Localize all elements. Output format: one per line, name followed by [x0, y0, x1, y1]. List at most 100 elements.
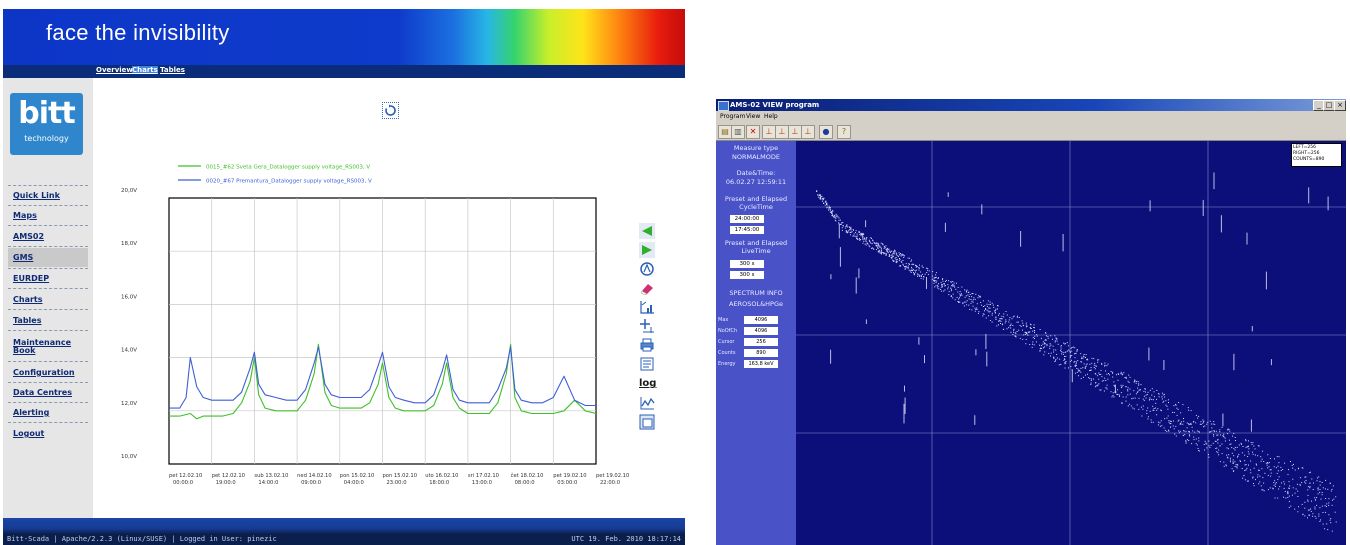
spectrum-point — [1178, 402, 1180, 403]
spectrum-point — [1200, 421, 1202, 423]
spectrum-point — [1272, 488, 1274, 490]
spectrum-point — [1075, 352, 1077, 354]
noofch-field[interactable]: 4096 — [744, 327, 778, 335]
spectrum-point — [1089, 370, 1091, 371]
spectrum-point — [943, 290, 945, 292]
spectrum-point — [962, 302, 964, 304]
spectrum-point — [823, 203, 824, 204]
spectrum-point — [1259, 475, 1261, 477]
log-scale-button[interactable]: log — [639, 378, 657, 389]
zoom-y-button[interactable] — [639, 299, 655, 315]
spectrum-peak — [1213, 172, 1215, 190]
menu-configuration[interactable]: Configuration — [13, 368, 75, 377]
crosshair-button[interactable] — [639, 318, 655, 334]
spectrum-point — [909, 270, 911, 272]
menu-gms[interactable]: GMS — [13, 253, 34, 262]
counts-field[interactable]: 890 — [744, 349, 778, 357]
print-button[interactable] — [639, 337, 655, 353]
scroll-right-button[interactable] — [639, 242, 655, 258]
spectrum-point — [1299, 484, 1301, 486]
autoscale-button[interactable] — [639, 261, 655, 277]
spectrum-point — [1304, 476, 1306, 478]
help-icon[interactable]: ? — [837, 125, 851, 139]
spectrum-point — [1049, 343, 1051, 345]
cursor-field[interactable]: 256 — [744, 338, 778, 346]
spectrum-point — [1064, 363, 1066, 365]
range-right-icon[interactable]: ⊥ — [801, 125, 815, 139]
menu-maps[interactable]: Maps — [13, 211, 37, 220]
spectrum-point — [995, 319, 997, 320]
menu-tables[interactable]: Tables — [13, 316, 42, 325]
spectrum-point — [896, 258, 898, 260]
spectrum-point — [1019, 324, 1021, 326]
spectrum-point — [1022, 329, 1023, 331]
range-left-icon[interactable]: ⊥ — [762, 125, 776, 139]
spectrum-point — [1202, 419, 1204, 421]
eraser-button[interactable] — [639, 280, 655, 296]
spectrum-point — [1081, 361, 1083, 363]
spectrum-point — [1125, 396, 1127, 398]
menu-alerting[interactable]: Alerting — [13, 408, 50, 417]
nav-overview-link[interactable]: Overview — [96, 66, 133, 74]
max-field[interactable]: 4096 — [744, 316, 778, 324]
spectrum-point — [862, 234, 864, 236]
spectrum-point — [1261, 489, 1263, 491]
spectrum-point — [1115, 374, 1117, 376]
spectrum-point — [1105, 370, 1107, 372]
menu-help[interactable]: Help — [764, 113, 778, 120]
menu-maintenance-book[interactable]: Maintenance Book — [13, 338, 72, 355]
menu-eurdep[interactable]: EURDEP — [13, 274, 50, 283]
menu-view[interactable]: View — [746, 113, 761, 120]
ams-titlebar: AMS-02 VIEW program _ □ × — [716, 99, 1346, 111]
spectrum-point — [1053, 349, 1055, 351]
spectrum-point — [1064, 359, 1066, 360]
menu-program[interactable]: Program — [720, 113, 746, 120]
refresh-button[interactable] — [382, 102, 399, 119]
spectrum-point — [995, 312, 996, 314]
spectrum-point — [1068, 349, 1070, 351]
spectrum-point — [896, 261, 898, 262]
close-button[interactable]: × — [1334, 100, 1346, 111]
range-shrink-icon[interactable]: ⊥ — [788, 125, 802, 139]
spectrum-point — [1143, 390, 1145, 392]
spectrum-point — [1003, 316, 1005, 318]
nav-charts-link[interactable]: Charts — [132, 66, 158, 74]
export-button[interactable] — [639, 356, 655, 372]
spectrum-point — [862, 242, 864, 244]
spectrum-point — [1009, 317, 1011, 319]
line-chart-button[interactable] — [639, 395, 655, 411]
print-icon[interactable]: ▥ — [731, 125, 745, 139]
menu-charts[interactable]: Charts — [13, 295, 43, 304]
spectrum-point — [940, 286, 942, 288]
menu-quick-link[interactable]: Quick Link — [13, 191, 60, 200]
spectrum-point — [1214, 423, 1216, 425]
spectrum-point — [948, 294, 950, 296]
range-expand-icon[interactable]: ⊥ — [775, 125, 789, 139]
window-button[interactable] — [639, 414, 655, 430]
elapsed-live-field[interactable]: 300 s — [730, 271, 764, 279]
spectrum-point — [883, 246, 885, 247]
spectrum-point — [1196, 430, 1198, 432]
spectrum-point — [1245, 440, 1247, 442]
spectrum-plot[interactable]: LEFT=256 RIGHT=256 COUNTS=890 — [796, 141, 1346, 545]
spectrum-point — [1209, 446, 1211, 448]
nav-tables-link[interactable]: Tables — [160, 66, 185, 74]
energy-field[interactable]: 163,8 keV — [744, 360, 778, 368]
open-folder-icon[interactable]: ▤ — [718, 125, 732, 139]
menu-ams02[interactable]: AMS02 — [13, 232, 45, 241]
info-icon[interactable]: ● — [819, 125, 833, 139]
x-tick-label-date: pet 19.02.10 — [553, 473, 586, 479]
spectrum-point — [905, 265, 907, 267]
menu-data-centres[interactable]: Data Centres — [13, 388, 72, 397]
scroll-left-button[interactable] — [639, 223, 655, 239]
preset-live-field[interactable]: 300 s — [730, 260, 764, 268]
spectrum-point — [881, 253, 882, 255]
elapsed-cycle-field[interactable]: 17:45:00 — [730, 226, 764, 234]
spectrum-point — [1228, 454, 1230, 456]
spectrum-point — [900, 253, 901, 254]
delete-icon[interactable]: ✕ — [746, 125, 760, 139]
menu-logout[interactable]: Logout — [13, 429, 45, 438]
spectrum-peak — [830, 274, 832, 280]
spectrum-point — [1106, 365, 1108, 367]
preset-cycle-field[interactable]: 24:00:00 — [730, 215, 764, 223]
